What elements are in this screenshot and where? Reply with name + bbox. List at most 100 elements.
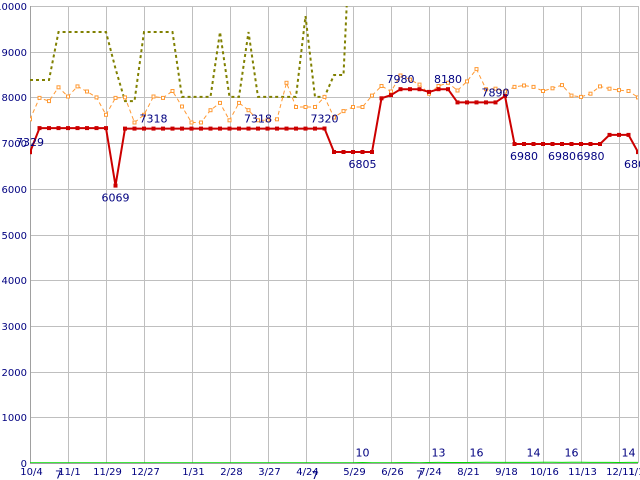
x-axis-tick-label: 11/1 (58, 467, 80, 478)
data-point-marker (237, 126, 241, 131)
data-point-marker (588, 91, 593, 96)
data-point-marker (37, 95, 42, 100)
data-point-marker (417, 87, 422, 92)
data-point-marker (123, 126, 127, 131)
data-point-marker (30, 150, 32, 155)
data-point-marker (199, 120, 203, 125)
data-point-marker (541, 142, 545, 146)
data-point-marker (351, 150, 355, 154)
data-point-marker (313, 105, 317, 109)
x-axis-tick-label: 6/26 (381, 467, 403, 478)
data-point-marker (503, 94, 507, 98)
data-point-marker (569, 93, 574, 98)
data-point-marker (512, 142, 517, 146)
data-point-marker (30, 117, 32, 122)
data-point-marker (455, 100, 460, 105)
series-volume-green (30, 461, 638, 463)
data-point-marker (275, 117, 279, 122)
data-point-marker (332, 115, 336, 120)
x-axis-tick-label: 11/29 (93, 467, 122, 478)
data-point-marker (189, 120, 194, 125)
data-point-marker (360, 150, 365, 154)
data-point-marker (455, 88, 460, 93)
data-point-marker (94, 95, 99, 100)
data-point-label: 7980 (387, 73, 415, 86)
data-point-marker (531, 142, 536, 146)
data-point-marker (265, 118, 270, 123)
data-point-marker (75, 84, 80, 89)
data-point-marker (360, 105, 365, 109)
data-point-marker (256, 118, 260, 123)
data-point-marker (408, 77, 412, 82)
data-point-marker (189, 126, 194, 131)
data-point-marker (617, 132, 621, 137)
data-point-marker (104, 126, 108, 131)
data-point-marker (180, 104, 184, 109)
data-point-marker (341, 150, 346, 154)
x-axis-tick-label: 1/18 (628, 467, 640, 478)
data-point-marker (389, 89, 393, 94)
data-point-label: 10 (356, 447, 370, 460)
series-layer (30, 6, 638, 463)
data-point-marker (218, 100, 222, 105)
data-point-marker (503, 89, 507, 94)
y-axis-tick-label: 4000 (2, 276, 27, 287)
data-point-marker (550, 142, 555, 146)
data-point-label: 6980 (548, 150, 576, 163)
data-point-label: 7318 (140, 113, 168, 126)
data-point-marker (284, 80, 289, 85)
data-point-marker (170, 126, 175, 131)
data-point-marker (389, 93, 393, 98)
data-point-marker (626, 89, 631, 93)
data-point-marker (303, 105, 308, 109)
data-point-marker (379, 96, 384, 101)
data-point-label: 16 (565, 446, 579, 459)
data-point-marker (132, 126, 137, 131)
data-point-marker (332, 150, 336, 154)
data-point-marker (303, 126, 308, 131)
data-point-marker (218, 126, 222, 131)
data-point-marker (465, 79, 469, 84)
data-point-marker (560, 83, 564, 88)
x-axis-tick-label: 7/24 (419, 467, 441, 478)
data-point-marker (636, 150, 638, 155)
data-point-marker (227, 118, 232, 123)
data-point-marker (417, 82, 422, 87)
x-axis-tick-label: 8/21 (457, 467, 479, 478)
y-axis-tick-label: 1000 (2, 413, 27, 424)
data-point-marker (474, 67, 479, 72)
data-point-marker (579, 142, 583, 146)
x-axis-tick-label: 10/16 (530, 467, 559, 478)
data-point-marker (132, 120, 137, 125)
data-point-marker (607, 132, 612, 137)
data-point-marker (541, 89, 545, 93)
data-point-marker (47, 126, 51, 131)
x-axis-tick-label: 9/18 (495, 467, 517, 478)
data-point-marker (398, 73, 403, 78)
data-point-label: 7890 (482, 86, 510, 99)
data-point-label: 7 (312, 469, 319, 480)
data-point-marker (256, 126, 260, 131)
data-point-label: 6805 (349, 158, 377, 171)
data-point-marker (208, 126, 213, 131)
data-point-marker (379, 84, 384, 88)
data-point-marker (598, 84, 602, 89)
data-point-marker (398, 87, 403, 92)
data-point-marker (560, 142, 564, 146)
data-point-marker (341, 109, 346, 114)
y-axis-tick-label: 0 (21, 459, 27, 470)
data-point-marker (493, 86, 498, 91)
data-point-marker (37, 126, 42, 131)
data-point-label: 16 (470, 446, 484, 459)
x-axis-tick-label: 11/13 (568, 467, 597, 478)
data-point-marker (180, 126, 184, 131)
series-main-red-price (30, 87, 638, 188)
series-high-olive-dotted (30, 6, 348, 103)
x-axis-ticks: 10/4 11/1 11/29 12/27 1/31 2/28 3/27 4/24 5/29 6/… (20, 467, 640, 478)
data-point-marker (123, 95, 127, 100)
x-axis-tick-label: 3/27 (258, 467, 280, 478)
point-labels: 7329 6069 7318 7318 7320 6805 7980 8180 7890 6980… (16, 73, 640, 480)
series-line-main-red-price (30, 88, 638, 186)
